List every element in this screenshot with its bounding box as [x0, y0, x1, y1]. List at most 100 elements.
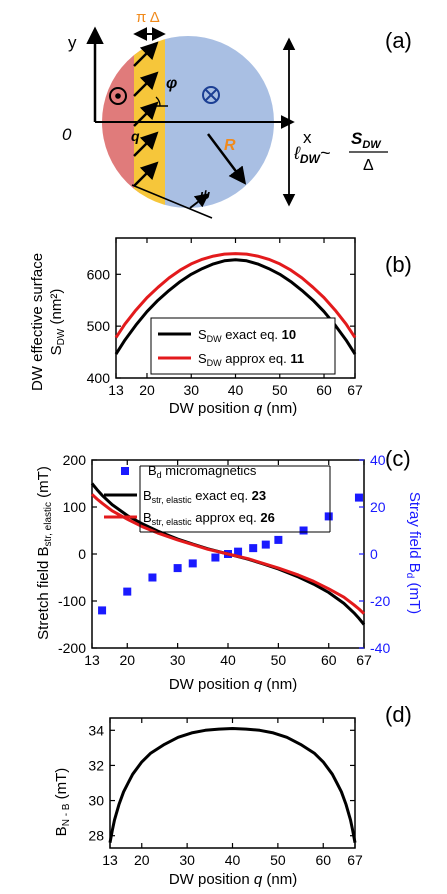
panel-b-xtick-label: 60 [316, 382, 332, 398]
wall-width-label: π Δ [136, 9, 160, 26]
length-denominator: Δ [363, 157, 374, 174]
legend-swatch-micromagnetics [121, 467, 129, 475]
panel-c-y2tick-label: -40 [370, 640, 390, 656]
panel-b-ytick-label: 600 [87, 266, 111, 282]
radius-label: R [224, 137, 236, 154]
panel-c-ylabel: Stretch field Bstr, elastic (mT) [35, 466, 54, 640]
wire-cross-section [102, 36, 274, 208]
phi-label: φ [166, 75, 177, 92]
panel-d-ylabel: BN - B (mT) [53, 768, 72, 837]
panel-b-series-line-0 [114, 258, 357, 355]
panel-c-data-point [354, 493, 363, 502]
panel-b-xtick-label: 67 [347, 382, 363, 398]
panel-c-data-point [98, 606, 107, 615]
y-axis-label: y [68, 33, 77, 52]
panel-label-a: (a) [385, 28, 412, 53]
panel-c-ytick-label: -200 [58, 640, 86, 656]
panel-c-ytick-label: -100 [58, 593, 86, 609]
panel-c-y2label: Stray field Bd (mT) [404, 492, 423, 614]
panel-c-xtick-label: 40 [220, 652, 236, 668]
panel-b-xtick-label: 50 [272, 382, 288, 398]
panel-c-y2tick-label: 40 [370, 452, 386, 468]
panel-label-b: (b) [385, 252, 412, 277]
psi-label: ψ [200, 187, 210, 202]
panel-c-xtick-label: 20 [119, 652, 135, 668]
panel-b-ytick-label: 500 [87, 318, 111, 334]
panel-c-legend: Bd micromagnetics Bstr, elastic exact eq… [104, 463, 331, 533]
panel-label-c: (c) [385, 446, 411, 471]
panel-c-chart: (c) 13 20 30 40 50 60 67-200-1000100200-40-200… [35, 446, 423, 693]
panel-b-xtick-label: 30 [183, 382, 199, 398]
panel-b-ylabel-line1: DW effective surface [29, 253, 46, 391]
panel-c-y2tick-label: -20 [370, 593, 390, 609]
panel-b-xtick-label: 13 [108, 382, 124, 398]
phi-arc [155, 96, 161, 107]
q-label: q [131, 128, 140, 144]
panel-c-data-point [299, 526, 308, 535]
panel-c-data-point [324, 512, 333, 521]
length-numerator: SDW [351, 129, 382, 151]
panel-c-data-point [274, 535, 283, 544]
panel-b-series-line-1 [114, 252, 357, 339]
panel-d-ytick-label: 34 [88, 722, 104, 738]
panel-d-plot-frame [109, 717, 356, 849]
panel-c-xtick-label: 50 [271, 652, 287, 668]
out-of-plane-dot-icon [109, 87, 127, 105]
panel-c-xtick-label: 60 [321, 652, 337, 668]
panel-label-d: (d) [385, 702, 412, 727]
panel-c-ytick-label: 0 [78, 546, 86, 562]
panel-d-xtick-label: 60 [315, 852, 331, 868]
panel-d-xtick-label: 20 [134, 852, 150, 868]
tangent-line [131, 184, 213, 219]
panel-d-ytick-label: 28 [88, 828, 104, 844]
panel-b-xtick-label: 20 [139, 382, 155, 398]
panel-d-xtick-label: 50 [270, 852, 286, 868]
panel-c-y2tick-label: 0 [370, 546, 378, 562]
legend-entry-micromagnetics: Bd micromagnetics [148, 463, 257, 480]
panel-c-data-point [123, 587, 132, 596]
panel-c-data-point [211, 553, 220, 562]
panel-b-chart: (b) 13 20 30 40 50 60 67 400 500 600 DW effective… [29, 237, 412, 417]
legend-entry-c-approx: Bstr, elastic approx eq. 26 [143, 510, 275, 527]
panel-d-xtick-label: 30 [179, 852, 195, 868]
radius-arrow [207, 133, 247, 185]
panel-d-series-line-0 [108, 727, 357, 843]
panel-b-plot-area: 13 20 30 40 50 60 67 400 500 600 [87, 237, 363, 398]
panel-c-data-point [188, 559, 197, 568]
panel-c-data-point [234, 547, 243, 556]
panel-b-ytick-label: 400 [87, 370, 111, 386]
panel-c-data-point [261, 540, 270, 549]
panel-c-data-point [173, 564, 182, 573]
panel-d-ytick-label: 32 [88, 757, 104, 773]
panel-b-legend: SDW exact eq. 10 SDW approx eq. 11 [150, 317, 336, 375]
panel-b-xlabel: DW position q (nm) [169, 400, 297, 417]
panel-c-xtick-label: 67 [356, 652, 372, 668]
panel-c-y2tick-label: 20 [370, 499, 386, 515]
length-label: ℓDW~ [293, 143, 330, 166]
wall-spin-arrows [133, 41, 159, 187]
panel-c-xtick-label: 13 [84, 652, 100, 668]
origin-label: 0 [62, 125, 72, 144]
panel-d-plot-area: 13 20 30 40 50 60 67 28 30 32 34 [88, 717, 363, 868]
panel-c-xtick-label: 30 [170, 652, 186, 668]
x-axis-label: x [303, 128, 312, 147]
panel-d-ytick-label: 30 [88, 793, 104, 809]
panel-c-ytick-label: 200 [63, 452, 87, 468]
panel-d-xtick-label: 40 [225, 852, 241, 868]
panel-c-data-point [249, 544, 258, 553]
panel-d-chart: (d) 13 20 30 40 50 60 67 28 30 32 34 BN - B (mT) D… [53, 702, 412, 888]
panel-a-diagram: y x 0 q φ π Δ R ψ ℓDW~ SD [62, 9, 412, 219]
panel-c-data-point [148, 573, 157, 582]
tangent-spin-arrow [189, 193, 210, 209]
legend-entry-exact: SDW exact eq. 10 [198, 327, 296, 344]
panel-d-xtick-label: 13 [102, 852, 118, 868]
panel-d-xtick-label: 67 [347, 852, 363, 868]
into-plane-cross-icon [202, 86, 220, 104]
panel-b-ylabel-line2: SDW (nm²) [48, 289, 67, 356]
right-domain [165, 36, 274, 208]
panel-b-legend-box [150, 317, 336, 375]
panel-c-series-line-2 [90, 493, 366, 615]
panel-c-xlabel: DW position q (nm) [169, 676, 297, 693]
